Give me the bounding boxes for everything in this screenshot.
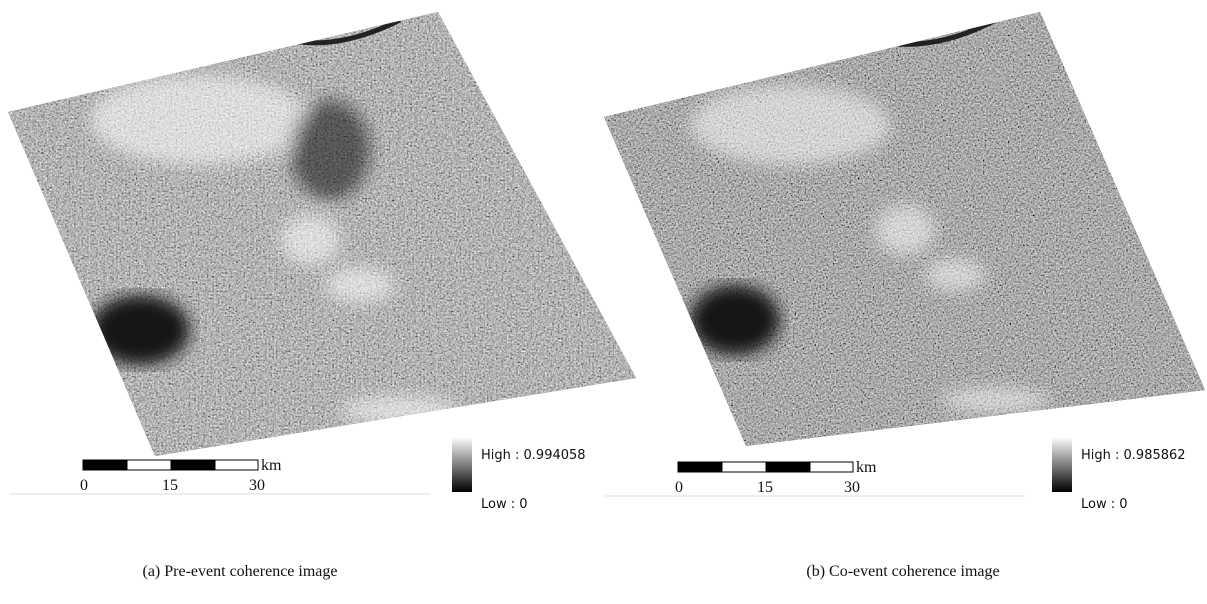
caption: (b) Co-event coherence image: [806, 563, 999, 580]
legend-high: High : 0.994058: [481, 448, 586, 463]
coherence-image-b: [600, 0, 1207, 450]
legend-b: High : 0.985862 Low : 0: [1052, 437, 1186, 512]
scale-unit: km: [261, 457, 282, 474]
scale-segment: [766, 462, 810, 472]
scale-unit: km: [856, 459, 877, 476]
scale-tick: 0: [675, 479, 683, 496]
legend-ramp: [1052, 437, 1072, 492]
scale-segment: [215, 460, 258, 470]
scale-bar-b: km 0 15 30: [605, 459, 1025, 496]
legend-ramp: [452, 437, 472, 492]
scale-segment: [810, 462, 853, 472]
figure: km 0 15 30 High : 0.994058 Low : 0 km 0 …: [0, 0, 1207, 604]
scale-tick: 0: [80, 477, 88, 494]
coherence-image-a: [0, 0, 640, 460]
legend-a: High : 0.994058 Low : 0: [452, 437, 586, 512]
legend-low: Low : 0: [481, 497, 528, 512]
scale-tick: 30: [844, 479, 860, 496]
scale-segment: [678, 462, 722, 472]
scale-segment: [83, 460, 127, 470]
legend-high: High : 0.985862: [1081, 448, 1186, 463]
scale-tick: 15: [162, 477, 178, 494]
scale-segment: [127, 460, 171, 470]
legend-low: Low : 0: [1081, 497, 1128, 512]
scale-bar-a: km 0 15 30: [10, 457, 430, 494]
scale-tick: 15: [757, 479, 773, 496]
scale-segment: [722, 462, 766, 472]
scale-segment: [171, 460, 215, 470]
scale-tick: 30: [249, 477, 265, 494]
caption: (a) Pre-event coherence image: [143, 563, 338, 580]
